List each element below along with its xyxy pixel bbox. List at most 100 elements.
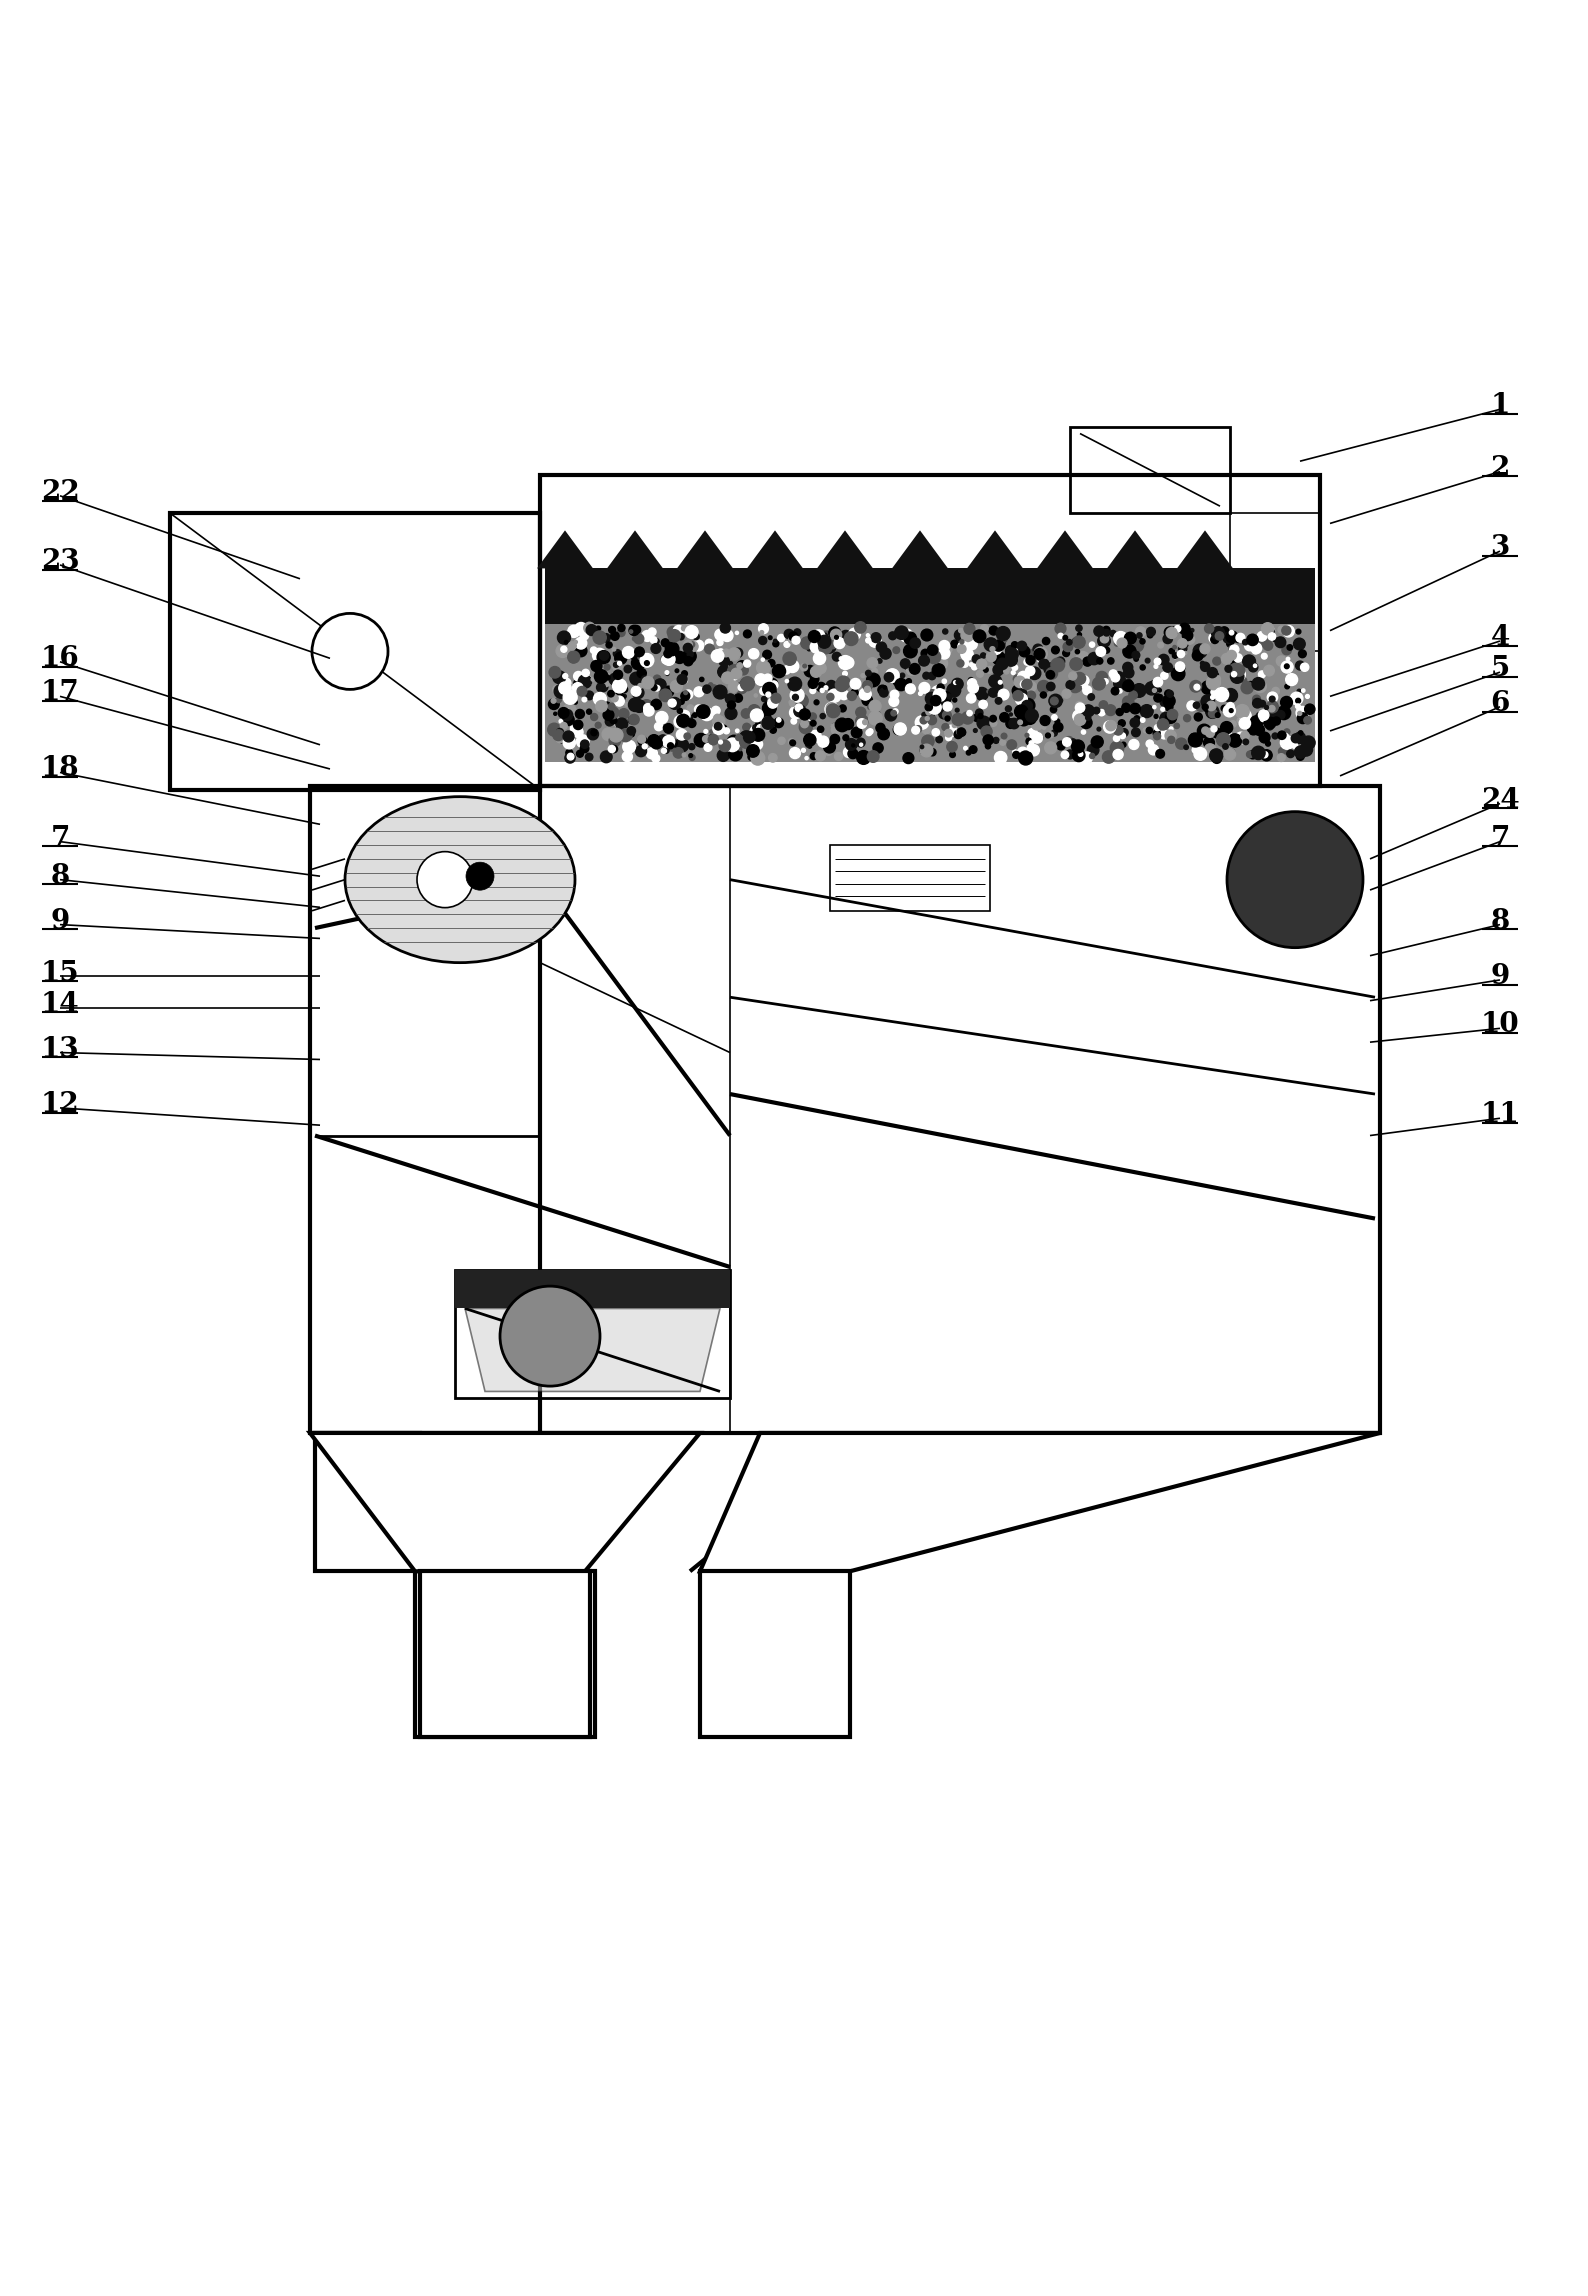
Circle shape (1113, 748, 1123, 760)
Circle shape (683, 677, 688, 682)
Circle shape (629, 716, 635, 723)
Circle shape (1143, 728, 1148, 732)
Circle shape (1253, 696, 1261, 703)
Circle shape (827, 693, 834, 700)
Circle shape (835, 680, 848, 691)
Circle shape (1296, 698, 1301, 703)
Circle shape (1078, 751, 1083, 755)
Circle shape (946, 693, 953, 698)
Circle shape (1286, 751, 1294, 758)
Circle shape (865, 638, 870, 643)
Circle shape (1288, 645, 1293, 650)
Circle shape (1240, 732, 1250, 739)
Circle shape (1167, 709, 1178, 719)
Text: 11: 11 (1480, 1102, 1520, 1127)
Circle shape (865, 730, 872, 735)
Circle shape (1208, 693, 1213, 700)
Circle shape (753, 746, 756, 751)
Circle shape (1018, 670, 1029, 682)
Circle shape (559, 719, 562, 723)
Circle shape (953, 680, 958, 684)
Circle shape (800, 636, 813, 650)
Circle shape (1080, 712, 1089, 721)
Circle shape (943, 703, 953, 712)
Circle shape (624, 703, 629, 707)
Circle shape (992, 641, 1004, 652)
Circle shape (1299, 744, 1313, 755)
Circle shape (789, 636, 796, 643)
Circle shape (867, 673, 880, 687)
Circle shape (851, 631, 854, 636)
Circle shape (1201, 661, 1204, 666)
Circle shape (943, 712, 951, 719)
Circle shape (1075, 714, 1086, 726)
Circle shape (1229, 645, 1234, 650)
Circle shape (1208, 709, 1216, 719)
Circle shape (1027, 744, 1034, 751)
Circle shape (599, 673, 613, 687)
Circle shape (1296, 661, 1304, 670)
Circle shape (1075, 703, 1085, 712)
Circle shape (894, 627, 908, 638)
Circle shape (1258, 670, 1266, 677)
Circle shape (1167, 737, 1175, 744)
Circle shape (1207, 700, 1216, 712)
Circle shape (845, 739, 858, 751)
Circle shape (638, 677, 645, 682)
Circle shape (799, 721, 813, 735)
Circle shape (934, 657, 948, 670)
Text: 17: 17 (41, 680, 79, 707)
Circle shape (1261, 622, 1274, 636)
Circle shape (581, 739, 589, 748)
Circle shape (1175, 625, 1181, 631)
Circle shape (607, 707, 619, 719)
Circle shape (569, 643, 576, 650)
Circle shape (729, 748, 732, 753)
Circle shape (1099, 682, 1105, 687)
Circle shape (613, 680, 627, 693)
Circle shape (1043, 659, 1048, 666)
Circle shape (1069, 673, 1077, 680)
Circle shape (634, 700, 646, 712)
Circle shape (1005, 645, 1015, 654)
Circle shape (802, 748, 805, 753)
Circle shape (918, 654, 929, 666)
Circle shape (622, 647, 634, 659)
Circle shape (553, 670, 565, 684)
Circle shape (559, 682, 572, 693)
Circle shape (1112, 687, 1120, 696)
Circle shape (786, 659, 799, 673)
Circle shape (1223, 732, 1229, 737)
Circle shape (854, 622, 865, 634)
Circle shape (1170, 627, 1178, 634)
Circle shape (1072, 739, 1085, 753)
Circle shape (632, 687, 643, 698)
Circle shape (1026, 666, 1035, 675)
Circle shape (754, 693, 757, 698)
Circle shape (1293, 744, 1297, 748)
Circle shape (664, 650, 672, 657)
Circle shape (602, 728, 615, 742)
Circle shape (678, 634, 684, 641)
Circle shape (561, 677, 572, 689)
Circle shape (662, 654, 670, 664)
Circle shape (943, 645, 951, 654)
Circle shape (1228, 657, 1235, 664)
Circle shape (1150, 682, 1159, 691)
Circle shape (1231, 673, 1237, 677)
Circle shape (1050, 698, 1058, 705)
Circle shape (819, 641, 832, 654)
Circle shape (1042, 638, 1050, 645)
Circle shape (831, 735, 840, 744)
Circle shape (851, 689, 858, 696)
Circle shape (638, 737, 648, 746)
Polygon shape (465, 1309, 719, 1391)
Circle shape (570, 723, 581, 735)
Circle shape (715, 714, 721, 721)
Circle shape (684, 657, 692, 666)
Circle shape (885, 673, 894, 682)
Circle shape (1093, 677, 1105, 691)
Circle shape (642, 631, 653, 641)
Circle shape (1296, 753, 1304, 760)
Circle shape (1137, 634, 1142, 638)
